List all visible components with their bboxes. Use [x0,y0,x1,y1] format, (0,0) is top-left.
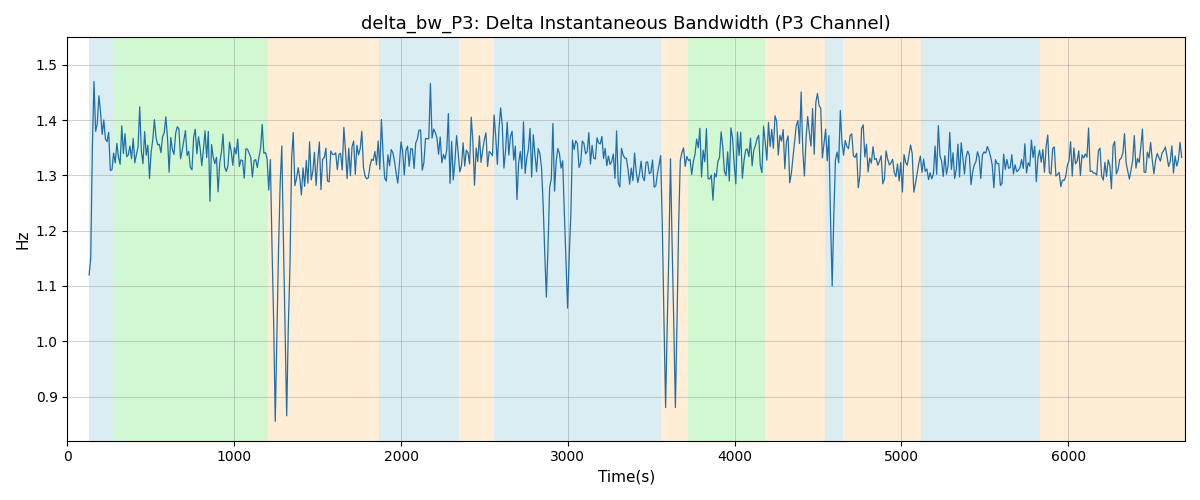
Bar [688,38,764,440]
Bar [89,38,114,440]
Bar [494,38,661,440]
Bar [764,38,824,440]
Bar [268,38,379,440]
Title: delta_bw_P3: Delta Instantaneous Bandwidth (P3 Channel): delta_bw_P3: Delta Instantaneous Bandwid… [361,15,892,34]
Bar [661,38,688,440]
Bar [824,38,844,440]
Bar [114,38,268,440]
Bar [922,38,1040,440]
Y-axis label: Hz: Hz [16,230,30,249]
Bar [844,38,922,440]
X-axis label: Time(s): Time(s) [598,470,655,485]
Bar [1040,38,1186,440]
Bar [379,38,460,440]
Bar [460,38,494,440]
